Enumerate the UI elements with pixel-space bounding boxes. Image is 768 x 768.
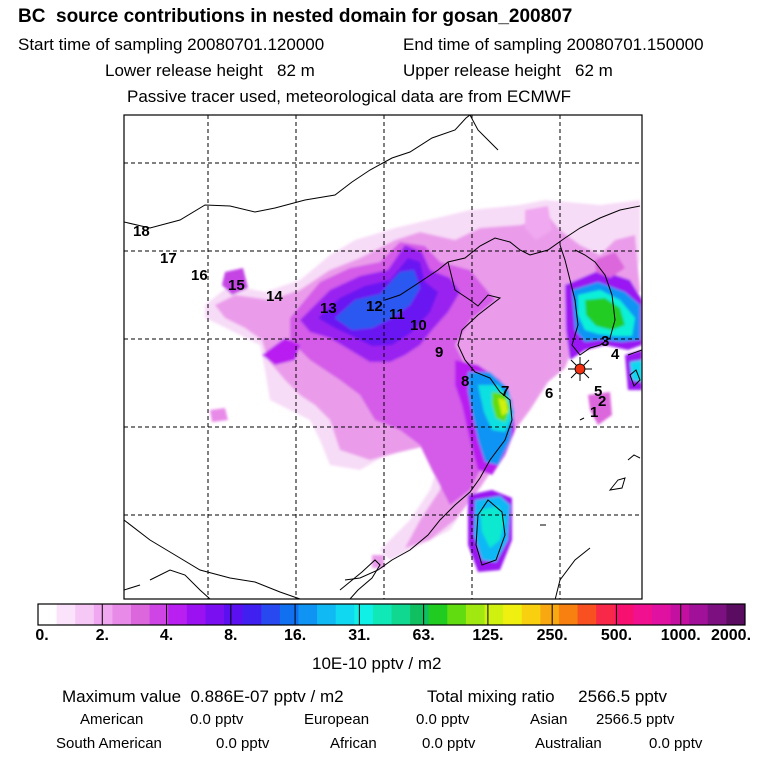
colorbar-swatch <box>168 604 188 625</box>
colorbar-tick-label: 1000. <box>660 627 701 644</box>
trajectory-label-15: 15 <box>228 277 245 294</box>
trajectory-label-7: 7 <box>501 383 509 400</box>
trajectory-label-8: 8 <box>461 373 469 390</box>
map-area <box>124 115 642 599</box>
trajectory-label-14: 14 <box>266 288 283 305</box>
trajectory-label-4: 4 <box>611 346 620 363</box>
total-mixing-ratio: Total mixing ratio 2566.5 pptv <box>427 687 668 706</box>
colorbar-swatch <box>75 604 95 625</box>
colorbar-swatch <box>56 604 76 625</box>
gridlines <box>124 115 642 599</box>
region-label-european: European <box>304 711 370 728</box>
footprint-plume <box>205 200 642 572</box>
colorbar-swatch <box>242 604 262 625</box>
map-title: BC source contributions in nested domain… <box>18 6 573 27</box>
colorbar-swatch <box>651 604 672 625</box>
colorbar-swatch <box>186 604 206 625</box>
colorbar-swatch <box>354 604 374 625</box>
colorbar-tick-label: 500. <box>600 627 633 644</box>
region-value-australian: 0.0 pptv <box>649 735 703 752</box>
region-label-south-american: South American <box>56 735 162 752</box>
colorbar-swatch <box>726 604 746 625</box>
region-value-african: 0.0 pptv <box>422 735 476 752</box>
trajectory-label-2: 2 <box>598 393 606 410</box>
receptor-star-icon <box>568 357 592 381</box>
colorbar-swatch <box>317 604 337 625</box>
colorbar-swatch <box>670 604 690 625</box>
colorbar-swatch <box>205 604 225 625</box>
colorbar-tick-label: 4. <box>159 627 174 644</box>
colorbar <box>37 603 746 626</box>
region-label-american: American <box>80 711 144 728</box>
colorbar-swatch <box>503 604 523 625</box>
end-time: End time of sampling 20080701.150000 <box>403 35 704 54</box>
upper-release-height: Upper release height 62 m <box>403 61 613 80</box>
colorbar-swatch <box>261 604 281 625</box>
colorbar-swatch <box>372 604 392 625</box>
colorbar-unit: 10E-10 pptv / m2 <box>312 654 442 673</box>
colorbar-swatch <box>540 604 560 625</box>
maximum-value: Maximum value 0.886E-07 pptv / m2 <box>62 687 344 706</box>
colorbar-tick-label: 8. <box>224 627 238 644</box>
colorbar-swatch <box>465 604 486 625</box>
colorbar-swatch <box>521 604 541 625</box>
colorbar-swatch <box>131 604 151 625</box>
region-label-asian: Asian <box>530 711 568 728</box>
colorbar-swatch <box>614 604 634 625</box>
trajectory-label-11: 11 <box>389 306 405 323</box>
colorbar-swatch <box>279 604 299 625</box>
region-value-european: 0.0 pptv <box>416 711 470 728</box>
colorbar-swatch <box>596 604 616 625</box>
trajectory-label-17: 17 <box>160 250 177 267</box>
trajectory-label-10: 10 <box>410 317 427 334</box>
coastlines <box>124 115 642 599</box>
colorbar-swatch <box>558 604 579 625</box>
region-value-asian: 2566.5 pptv <box>596 711 675 728</box>
colorbar-swatch <box>428 604 448 625</box>
colorbar-tick-label: 2. <box>95 627 109 644</box>
lower-release-height: Lower release height 82 m <box>105 61 315 80</box>
colorbar-tick-label: 16. <box>283 627 307 644</box>
tracer-note: Passive tracer used, meteorological data… <box>127 87 572 106</box>
trajectory-label-16: 16 <box>191 267 208 284</box>
colorbar-tick-label: 31. <box>348 627 371 644</box>
trajectory-label-13: 13 <box>320 300 337 317</box>
trajectory-label-1: 1 <box>590 404 598 421</box>
colorbar-swatch <box>633 604 653 625</box>
colorbar-tick-label: 63. <box>412 627 435 644</box>
colorbar-swatch <box>335 604 355 625</box>
trajectory-label-12: 12 <box>366 298 383 315</box>
start-time: Start time of sampling 20080701.120000 <box>18 35 325 54</box>
colorbar-tick-label: 250. <box>536 627 568 644</box>
colorbar-swatch <box>577 604 597 625</box>
colorbar-swatch <box>707 604 727 625</box>
region-label-australian: Australian <box>535 735 602 752</box>
region-value-american: 0.0 pptv <box>190 711 244 728</box>
colorbar-tick-label: 2000. <box>710 627 752 644</box>
colorbar-swatch <box>38 604 58 625</box>
trajectory-label-3: 3 <box>601 333 609 350</box>
colorbar-frame <box>37 603 746 626</box>
colorbar-tick-label: 125. <box>472 627 504 644</box>
colorbar-swatch <box>112 604 132 625</box>
colorbar-swatch <box>410 604 430 625</box>
colorbar-swatch <box>149 604 169 625</box>
region-label-african: African <box>330 735 377 752</box>
colorbar-swatch <box>298 604 318 625</box>
colorbar-swatch <box>484 604 504 625</box>
colorbar-swatch <box>447 604 467 625</box>
colorbar-tick-label: 0. <box>35 627 49 644</box>
colorbar-swatch <box>391 604 411 625</box>
map-frame <box>123 114 643 600</box>
trajectory-label-5: 5 <box>594 383 602 400</box>
region-value-south-american: 0.0 pptv <box>216 735 270 752</box>
trajectory-label-6: 6 <box>545 385 553 402</box>
colorbar-swatch <box>93 604 113 625</box>
colorbar-swatch <box>689 604 709 625</box>
colorbar-swatch <box>224 604 244 625</box>
trajectory-label-9: 9 <box>435 344 443 361</box>
trajectory-label-18: 18 <box>133 223 150 240</box>
